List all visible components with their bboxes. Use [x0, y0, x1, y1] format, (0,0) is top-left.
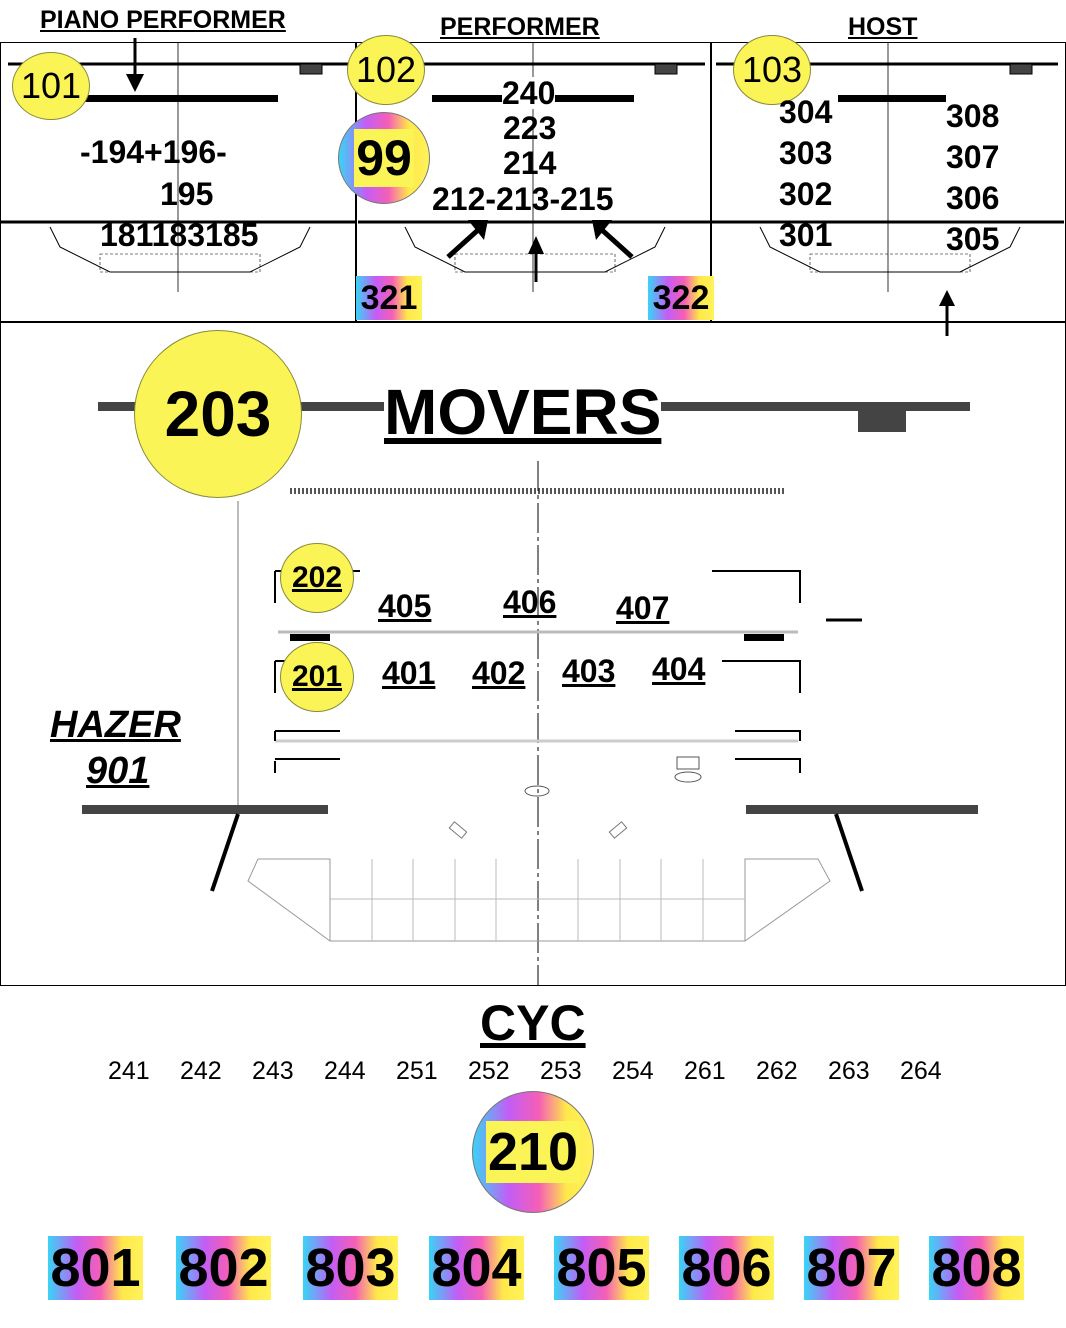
circle-203: 203 — [134, 330, 302, 498]
circle-202: 202 — [280, 543, 354, 613]
circle-103: 103 — [733, 35, 811, 105]
cyc-title: CYC — [480, 995, 586, 1051]
cyc-channel-254: 254 — [612, 1057, 654, 1085]
piano-pipe-bar — [82, 95, 278, 102]
circle-202-label: 202 — [291, 561, 343, 594]
circle-102: 102 — [347, 35, 425, 105]
gradient-circle-210: 210 — [472, 1091, 594, 1213]
cyc-channel-263: 263 — [828, 1057, 870, 1085]
cyc-channel-252: 252 — [468, 1057, 510, 1085]
movers-title: MOVERS — [384, 376, 662, 448]
mover-407-label: 407 — [616, 590, 670, 626]
host-301-label: 301 — [779, 217, 833, 253]
gradient-circle-210-label: 210 — [485, 1121, 581, 1183]
mover-406-label: 406 — [503, 584, 557, 620]
arrow-up-icon — [939, 290, 955, 336]
gradient-circle-99: 99 — [338, 112, 430, 204]
cyc-channel-241: 241 — [108, 1057, 150, 1085]
hazer-label: HAZER — [50, 704, 181, 746]
box-802: 802 — [176, 1236, 271, 1300]
cyc-channel-253: 253 — [540, 1057, 582, 1085]
piano-row1-label: -194+196- — [80, 134, 227, 170]
cyc-channel-243: 243 — [252, 1057, 294, 1085]
host-302-label: 302 — [779, 176, 833, 212]
box-801: 801 — [48, 1236, 143, 1300]
cyc-channel-242: 242 — [180, 1057, 222, 1085]
mover-405-label: 405 — [378, 588, 432, 624]
box-808: 808 — [929, 1236, 1024, 1300]
mover-401-label: 401 — [382, 655, 436, 691]
piano-row3-label: 181183185 — [100, 217, 259, 253]
circle-201-label: 201 — [291, 660, 343, 693]
circle-201: 201 — [280, 642, 354, 712]
mover-404-label: 404 — [652, 651, 706, 687]
cyc-channel-262: 262 — [756, 1057, 798, 1085]
performer-bottom-label: 212-213-215 — [432, 181, 614, 217]
header-piano-performer: PIANO PERFORMER — [40, 6, 286, 34]
header-host: HOST — [848, 13, 918, 41]
hazer-number: 901 — [86, 750, 150, 792]
cyc-channel-244: 244 — [324, 1057, 366, 1085]
cyc-channel-251: 251 — [396, 1057, 438, 1085]
host-307-label: 307 — [946, 139, 1000, 175]
host-305-label: 305 — [946, 221, 1000, 257]
tag-321: 321 — [356, 276, 422, 320]
host-303-label: 303 — [779, 135, 833, 171]
box-803: 803 — [303, 1236, 398, 1300]
performer-214-label: 214 — [503, 145, 557, 181]
box-804: 804 — [429, 1236, 524, 1300]
host-304-label: 304 — [779, 94, 833, 130]
box-807: 807 — [804, 1236, 899, 1300]
header-performer: PERFORMER — [440, 13, 600, 41]
performer-223-label: 223 — [503, 110, 557, 146]
performer-240-label: 240 — [502, 75, 556, 111]
gradient-circle-99-label: 99 — [354, 129, 414, 187]
circle-101: 101 — [12, 52, 90, 120]
arrow-down-icon — [126, 38, 144, 92]
mover-402-label: 402 — [472, 655, 526, 691]
host-306-label: 306 — [946, 180, 1000, 216]
box-806: 806 — [679, 1236, 774, 1300]
box-805: 805 — [554, 1236, 649, 1300]
mover-403-label: 403 — [562, 653, 616, 689]
cyc-channel-264: 264 — [900, 1057, 942, 1085]
host-pipe-bar — [838, 95, 946, 102]
tag-322: 322 — [648, 276, 714, 320]
performer-arrows — [446, 220, 634, 282]
host-308-label: 308 — [946, 98, 1000, 134]
piano-row2-label: 195 — [160, 176, 214, 212]
cyc-channel-261: 261 — [684, 1057, 726, 1085]
